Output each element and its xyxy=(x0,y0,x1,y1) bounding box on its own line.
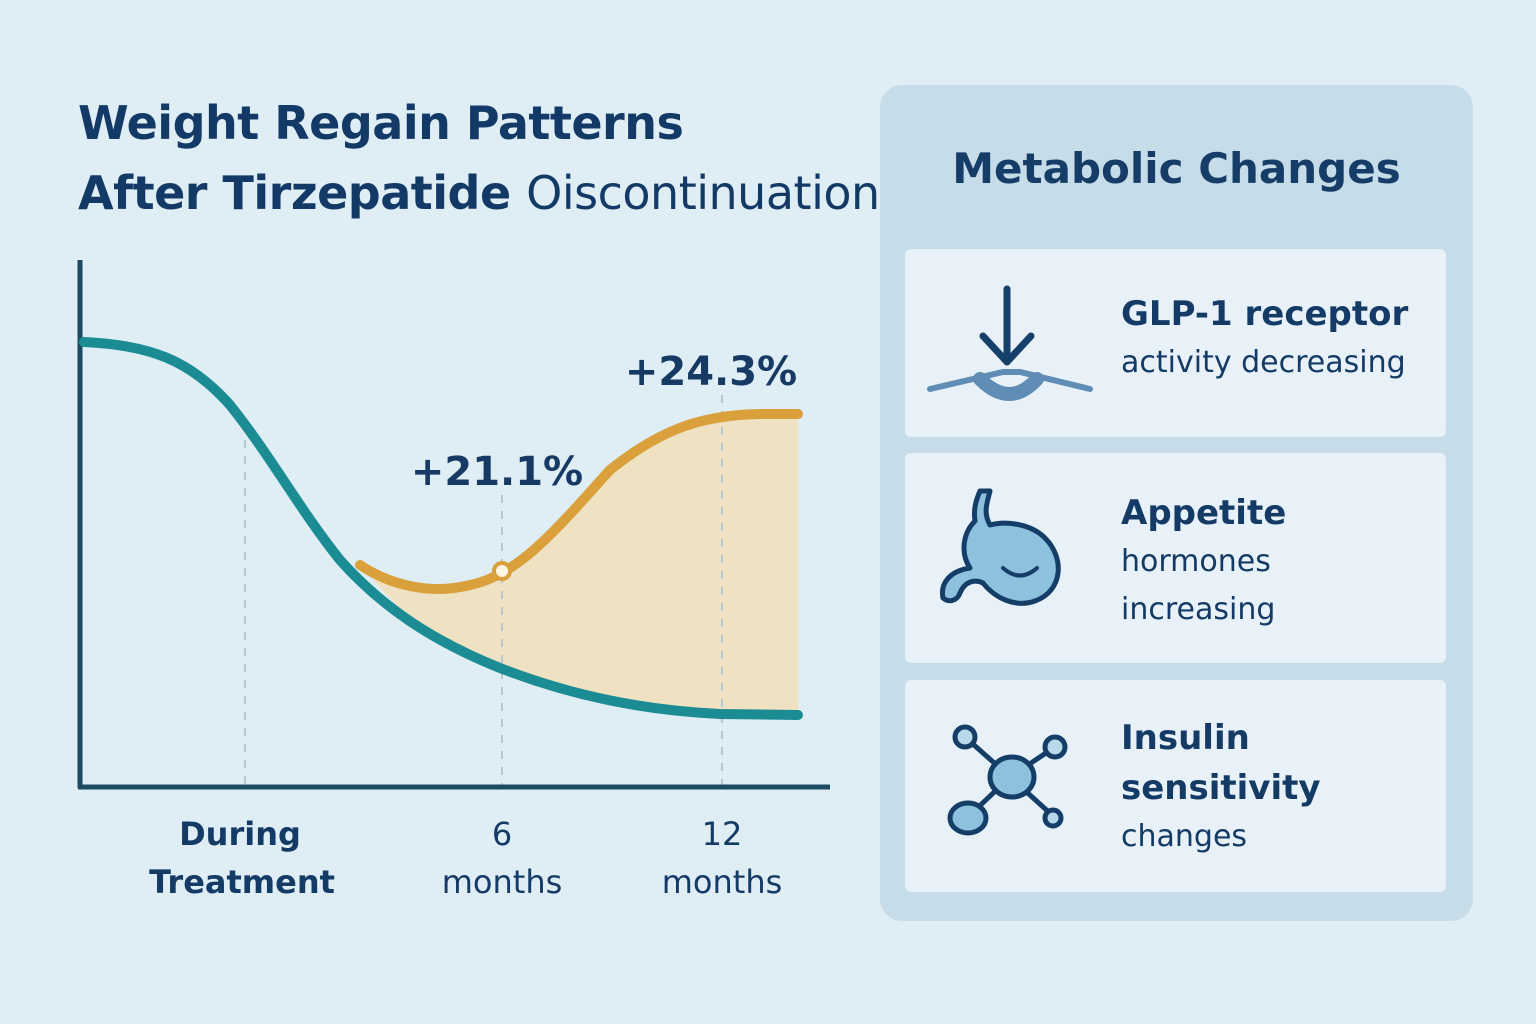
x-tick-label-during-treatment-line2: Treatment xyxy=(149,863,335,901)
x-tick-label-6-months-line2: months xyxy=(442,863,563,901)
card-glp1-receptor: GLP-1 receptor activity decreasing xyxy=(905,249,1446,437)
regain-series-line xyxy=(355,409,803,594)
annotation-12-months: +24.3% xyxy=(625,349,797,395)
title-line-1: Weight Regain Patterns xyxy=(78,96,684,150)
molecule-icon xyxy=(947,724,1068,836)
card-2-subtext: hormones xyxy=(1121,544,1271,579)
card-insulin: Insulin sensitivity changes xyxy=(905,680,1446,892)
treatment-series-line xyxy=(79,337,803,720)
card-1-heading: GLP-1 receptor xyxy=(1121,294,1409,334)
card-2-text: Appetite hormones increasing xyxy=(1121,488,1286,634)
x-tick-label-6-months-line1: 6 xyxy=(492,815,512,853)
card-2-subtext-2: increasing xyxy=(1121,592,1276,627)
x-tick-label-12-months-line1: 12 xyxy=(702,815,743,853)
title-line-2-light: Oiscontinuation xyxy=(526,166,880,220)
card-1-subtext: activity decreasing xyxy=(1121,345,1406,380)
receptor-down-arrow-icon xyxy=(927,285,1093,401)
card-appetite: Appetite hormones increasing xyxy=(905,453,1446,663)
card-3-heading: Insulin xyxy=(1121,718,1250,758)
six-month-marker xyxy=(492,561,512,581)
x-tick-label-during-treatment-line1: During xyxy=(179,815,301,853)
chart-title: Weight Regain Patterns After Tirzepatide… xyxy=(78,88,880,228)
weight-regain-chart: +21.1% +24.3% During Treatment 6 months … xyxy=(77,260,830,901)
card-3-subtext-2: changes xyxy=(1121,819,1248,854)
card-1-text: GLP-1 receptor activity decreasing xyxy=(1121,289,1408,387)
panel-title: Metabolic Changes xyxy=(952,144,1401,193)
regain-area xyxy=(360,414,798,716)
card-2-heading: Appetite xyxy=(1121,493,1287,533)
annotation-6-months: +21.1% xyxy=(411,449,583,495)
card-3-text: Insulin sensitivity changes xyxy=(1121,713,1321,861)
x-tick-label-12-months-line2: months xyxy=(662,863,783,901)
card-3-subtext: sensitivity xyxy=(1121,768,1321,808)
stomach-icon xyxy=(939,488,1061,606)
title-line-2-bold: After Tirzepatide xyxy=(78,166,511,220)
